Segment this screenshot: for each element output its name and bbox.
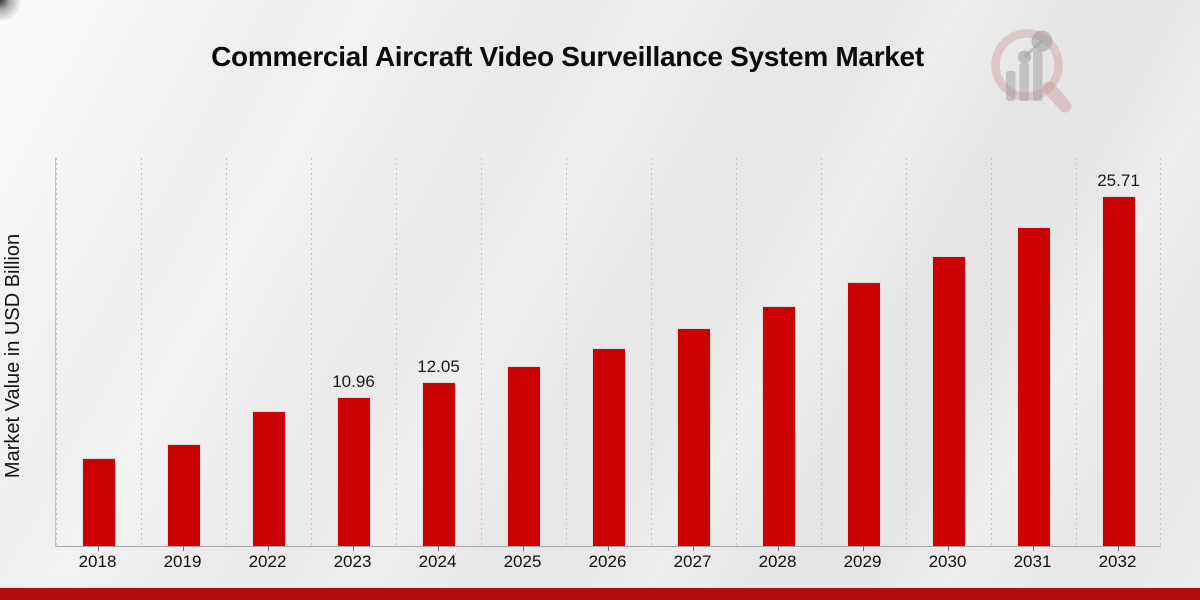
x-tick-label-2025: 2025 — [503, 552, 542, 571]
gridline — [311, 158, 312, 546]
bar-2032 — [1101, 195, 1136, 546]
x-tick — [1032, 546, 1034, 551]
x-tick-label-2022: 2022 — [248, 552, 287, 571]
bar-2025 — [506, 365, 541, 546]
x-tick-label-2019: 2019 — [163, 552, 202, 571]
gridline — [651, 158, 652, 546]
bar-2024 — [421, 381, 456, 546]
x-tick-label-2024: 2024 — [418, 552, 457, 571]
bar-value-label-2024: 12.05 — [417, 356, 460, 376]
x-tick — [182, 546, 184, 551]
x-tick-label-2018: 2018 — [78, 552, 117, 571]
corner-shadow — [0, 0, 40, 34]
gridline — [481, 158, 482, 546]
gridline — [736, 158, 737, 546]
x-tick-label-2023: 2023 — [333, 552, 372, 571]
bar-2022 — [251, 410, 286, 546]
x-tick — [947, 546, 949, 551]
x-tick — [267, 546, 269, 551]
gridline — [141, 158, 142, 546]
bar-value-label-2023: 10.96 — [332, 371, 375, 391]
bar-2031 — [1016, 227, 1051, 546]
gridline — [566, 158, 567, 546]
gridline — [396, 158, 397, 546]
x-tick-label-2027: 2027 — [673, 552, 712, 571]
magnifier-chart-icon — [991, 29, 1072, 113]
bar-value-label-2032: 25.71 — [1097, 170, 1140, 190]
x-tick-label-2030: 2030 — [928, 552, 967, 571]
x-tick-label-2029: 2029 — [843, 552, 882, 571]
x-tick-label-2032: 2032 — [1098, 552, 1137, 571]
x-tick — [522, 546, 524, 551]
gridline — [1076, 158, 1077, 546]
x-tick-label-2028: 2028 — [758, 552, 797, 571]
bar-2029 — [846, 282, 881, 546]
bar-2023 — [336, 396, 371, 546]
bar-2026 — [591, 347, 626, 546]
gridline — [906, 158, 907, 546]
chart-title: Commercial Aircraft Video Surveillance S… — [211, 41, 924, 72]
x-tick — [97, 546, 99, 551]
x-tick-label-2031: 2031 — [1013, 552, 1052, 571]
y-axis-label: Market Value in USD Billion — [2, 233, 24, 479]
gridline — [821, 158, 822, 546]
x-tick — [1117, 546, 1119, 551]
bar-2027 — [676, 327, 711, 546]
gridline — [991, 158, 992, 546]
x-tick — [607, 546, 609, 551]
bar-2018 — [81, 457, 116, 546]
bar-2019 — [166, 443, 201, 546]
footer-band — [0, 588, 1200, 600]
gridline — [56, 158, 57, 546]
bar-2028 — [761, 306, 796, 546]
x-tick — [692, 546, 694, 551]
x-axis: 2018 2019 2022 2023 2024 2025 2026 2027 2028 2029… — [55, 546, 1160, 580]
bar-2030 — [931, 256, 966, 546]
x-tick — [777, 546, 779, 551]
x-tick — [862, 546, 864, 551]
x-tick — [437, 546, 439, 551]
gridline — [226, 158, 227, 546]
gridline — [1160, 158, 1161, 546]
x-tick-label-2026: 2026 — [588, 552, 627, 571]
plot-area: 10.96 12.05 25.71 — [55, 158, 1161, 547]
brand-logo-watermark — [986, 20, 1084, 118]
x-tick — [352, 546, 354, 551]
